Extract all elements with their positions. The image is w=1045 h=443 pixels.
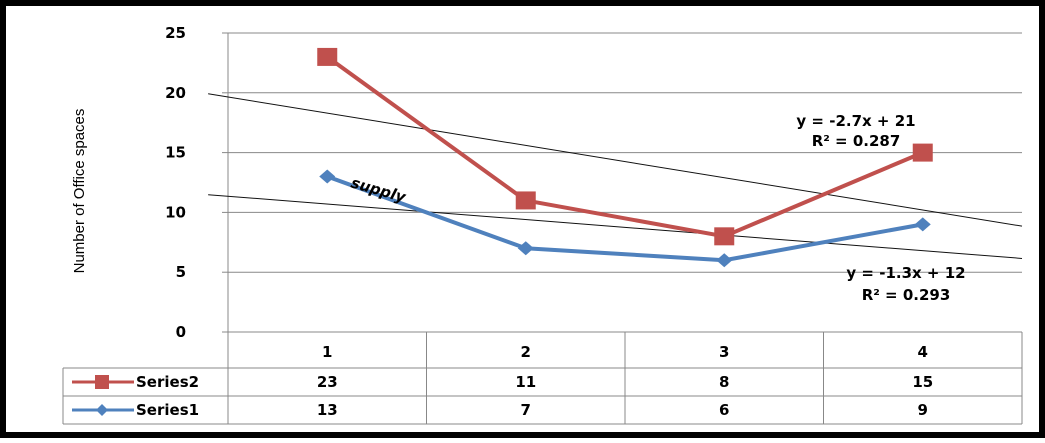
legend-label: Series2 <box>136 373 199 391</box>
legend-label: Series1 <box>136 401 199 419</box>
legend-marker <box>96 404 108 416</box>
series-markers <box>317 47 933 268</box>
legend-marker <box>95 375 109 389</box>
table-cell: 11 <box>515 373 536 391</box>
x-tick-label: 2 <box>521 343 531 361</box>
gridlines <box>222 32 1022 333</box>
series-line-series1 <box>326 174 924 263</box>
y-tick-label: 20 <box>165 84 186 102</box>
data-point <box>714 227 735 246</box>
table-cell: 8 <box>719 373 729 391</box>
data-point <box>716 253 733 268</box>
data-point <box>914 217 931 232</box>
x-tick-label: 3 <box>719 343 729 361</box>
y-tick-label: 15 <box>165 144 186 162</box>
x-tick-label: 1 <box>322 343 332 361</box>
y-tick-label: 5 <box>176 263 186 281</box>
series-lines <box>326 55 924 263</box>
table-cell: 6 <box>719 401 729 419</box>
table-cell: 9 <box>918 401 928 419</box>
data-point <box>517 241 534 256</box>
table-cell: 7 <box>521 401 531 419</box>
data-point <box>317 47 338 66</box>
table-cell: 13 <box>317 401 338 419</box>
y-axis-ticks: 0 5 10 15 20 25 <box>165 24 186 341</box>
supply-annotation: supply <box>349 174 409 207</box>
y-tick-label: 10 <box>165 203 186 221</box>
table-cell: 23 <box>317 373 338 391</box>
y-tick-label: 0 <box>176 323 186 341</box>
table-cell: 15 <box>912 373 933 391</box>
trendline-r-squared: R² = 0.287 <box>812 132 901 150</box>
data-point <box>912 143 933 162</box>
trendline-equation: y = -1.3x + 12 <box>846 264 965 282</box>
y-tick-label: 25 <box>165 24 186 42</box>
trendline <box>208 93 1023 227</box>
x-tick-label: 4 <box>918 343 928 361</box>
trendline <box>208 194 1023 259</box>
series-line-series2 <box>326 55 924 239</box>
trendlines <box>208 93 1023 259</box>
y-axis-label: Number of Office spaces <box>71 109 88 274</box>
trendline-equation: y = -2.7x + 21 <box>796 112 915 130</box>
data-point <box>319 169 336 184</box>
trendline-r-squared: R² = 0.293 <box>862 286 951 304</box>
data-point <box>515 191 536 210</box>
